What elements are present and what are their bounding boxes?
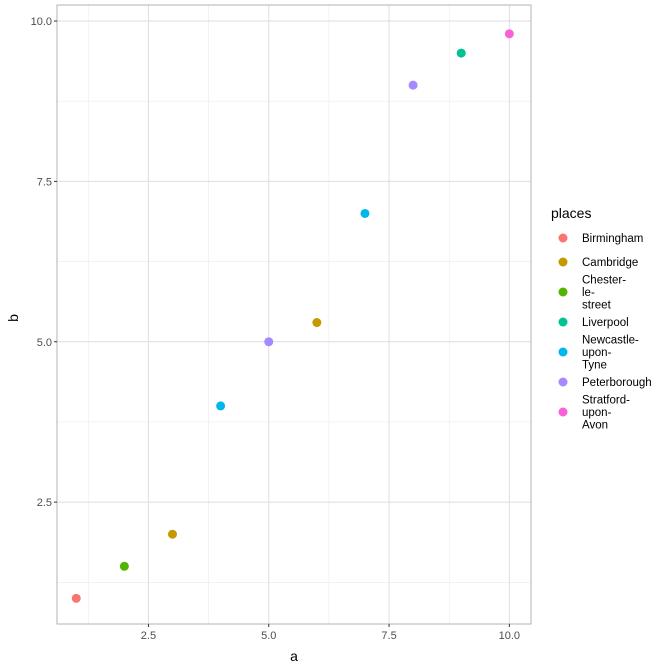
- legend: places Birmingham Cambridge Chester-le-str…: [551, 205, 652, 431]
- grid: [57, 5, 531, 624]
- legend-label: Liverpool: [582, 317, 629, 329]
- x-tick-label: 5.0: [261, 630, 276, 642]
- data-point: [360, 208, 370, 218]
- data-point: [167, 529, 177, 539]
- data-points: [71, 29, 514, 603]
- x-tick-label: 10.0: [499, 630, 520, 642]
- data-point: [264, 337, 274, 347]
- y-axis-label: b: [5, 314, 21, 322]
- x-tick-label: 7.5: [381, 630, 396, 642]
- panel-border: [56, 4, 532, 625]
- legend-key: [558, 233, 568, 243]
- x-axis-label: a: [290, 648, 298, 664]
- legend-title: places: [551, 205, 591, 221]
- data-point: [456, 48, 466, 58]
- data-point: [216, 401, 226, 411]
- y-tick-label: 7.5: [37, 176, 52, 188]
- x-tick-label: 2.5: [141, 630, 156, 642]
- y-tick-label: 2.5: [37, 497, 52, 509]
- legend-key: [558, 407, 568, 417]
- legend-label: Cambridge: [582, 257, 638, 269]
- legend-label: Birmingham: [582, 233, 643, 245]
- legend-key: [558, 347, 568, 357]
- data-point: [504, 29, 514, 39]
- data-point: [408, 80, 418, 90]
- legend-label: Chester-le-street: [582, 275, 626, 312]
- data-point: [312, 318, 322, 328]
- legend-key: [558, 377, 568, 387]
- axis-ticks: 2.5 5.0 7.5 10.0 2.5 5.0 7.5 10.0: [31, 16, 520, 642]
- data-point: [71, 593, 81, 603]
- legend-key: [558, 287, 568, 297]
- legend-label: Stratford-upon-Avon: [582, 395, 630, 432]
- y-tick-label: 10.0: [31, 16, 52, 28]
- data-point: [119, 561, 129, 571]
- legend-label: Newcastle-upon-Tyne: [582, 335, 639, 372]
- y-tick-label: 5.0: [37, 337, 52, 349]
- legend-key: [558, 257, 568, 267]
- legend-label: Peterborough: [582, 377, 652, 389]
- legend-key: [558, 317, 568, 327]
